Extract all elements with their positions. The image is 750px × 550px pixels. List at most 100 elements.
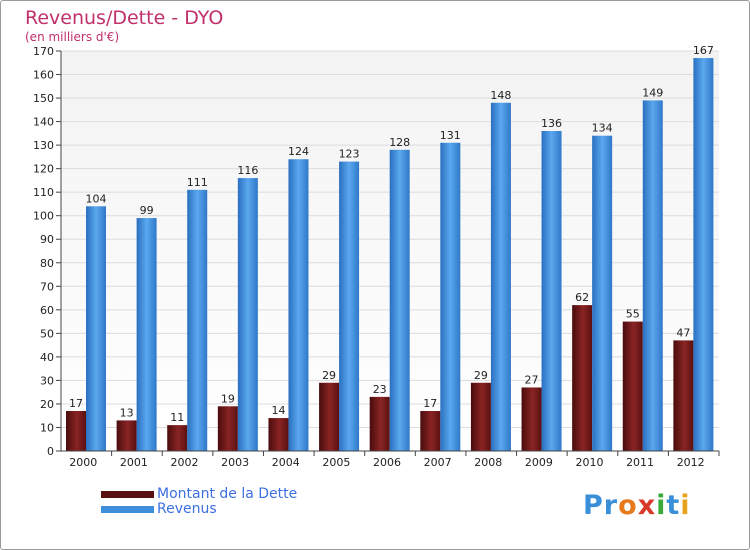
x-tick-label: 2000 xyxy=(69,456,97,469)
y-tick-label: 120 xyxy=(33,163,54,176)
logo-letter: r xyxy=(603,490,619,521)
bar-revenus xyxy=(237,178,258,451)
data-label: 29 xyxy=(474,369,488,382)
bar-dette xyxy=(622,321,643,451)
logo-letter: i xyxy=(680,490,691,521)
bar-revenus xyxy=(541,131,562,451)
x-tick-label: 2008 xyxy=(474,456,502,469)
x-tick-label: 2002 xyxy=(171,456,199,469)
bar-revenus xyxy=(693,58,714,451)
y-tick-label: 110 xyxy=(33,186,54,199)
data-label: 123 xyxy=(339,148,360,161)
proxiti-logo: Proxiti xyxy=(583,490,691,521)
y-tick-label: 130 xyxy=(33,139,54,152)
bar-dette xyxy=(420,411,441,451)
bar-dette xyxy=(319,382,340,451)
data-label: 19 xyxy=(221,392,235,405)
logo-letter: i xyxy=(656,490,667,521)
data-label: 27 xyxy=(525,373,539,386)
y-tick-label: 50 xyxy=(40,327,54,340)
y-tick-label: 30 xyxy=(40,374,54,387)
x-tick-label: 2012 xyxy=(677,456,705,469)
legend-swatch-revenus xyxy=(101,506,154,513)
data-label: 104 xyxy=(86,192,107,205)
y-tick-label: 10 xyxy=(40,421,54,434)
y-tick-label: 60 xyxy=(40,304,54,317)
logo-letter: o xyxy=(618,490,638,521)
data-label: 134 xyxy=(592,122,613,135)
y-tick-label: 160 xyxy=(33,69,54,82)
x-tick-label: 2011 xyxy=(626,456,654,469)
legend-label-debt: Montant de la Dette xyxy=(157,486,298,502)
x-axis: 2000 2001 2002 2003 2004 2005 2006 2007 2008 2009… xyxy=(61,450,720,469)
data-label: 62 xyxy=(575,291,589,304)
bar-dette xyxy=(268,418,289,451)
bar-revenus xyxy=(86,206,106,451)
bar-revenus xyxy=(389,149,410,451)
data-label: 116 xyxy=(237,164,258,177)
bar-dette xyxy=(673,340,694,451)
bar-revenus xyxy=(592,135,613,452)
bars: 1710413991111119116141242912323128171312… xyxy=(66,44,714,452)
data-label: 14 xyxy=(271,404,285,417)
bar-revenus xyxy=(187,189,208,451)
data-label: 136 xyxy=(541,117,562,130)
data-label: 128 xyxy=(389,136,410,149)
y-tick-label: 100 xyxy=(33,210,54,223)
data-label: 17 xyxy=(69,397,83,410)
data-label: 99 xyxy=(140,204,154,217)
x-tick-label: 2009 xyxy=(525,456,553,469)
y-tick-label: 90 xyxy=(40,233,54,246)
y-tick-label: 140 xyxy=(33,116,54,129)
bar-revenus xyxy=(490,102,511,451)
bar-revenus xyxy=(288,159,309,451)
data-label: 111 xyxy=(187,176,208,189)
bar-revenus xyxy=(339,161,360,451)
data-label: 17 xyxy=(423,397,437,410)
y-tick-label: 170 xyxy=(33,45,54,58)
y-tick-label: 20 xyxy=(40,398,54,411)
chart-title: Revenus/Dette - DYO xyxy=(25,7,224,29)
x-tick-label: 2010 xyxy=(575,456,603,469)
x-tick-label: 2003 xyxy=(221,456,249,469)
bar-dette xyxy=(369,396,390,451)
x-tick-label: 2007 xyxy=(424,456,452,469)
logo-letter: x xyxy=(637,490,657,521)
data-label: 13 xyxy=(120,406,134,419)
data-label: 55 xyxy=(626,308,640,321)
data-label: 124 xyxy=(288,145,309,158)
bar-dette xyxy=(572,305,593,451)
bar-dette xyxy=(217,406,238,451)
bar-dette xyxy=(470,382,491,451)
bar-revenus xyxy=(642,100,663,451)
data-label: 167 xyxy=(693,44,714,57)
x-tick-label: 2001 xyxy=(120,456,148,469)
logo-letter: t xyxy=(666,490,681,521)
legend-swatch-debt xyxy=(101,491,154,498)
data-label: 148 xyxy=(490,89,511,102)
x-tick-label: 2006 xyxy=(373,456,401,469)
logo-letter: P xyxy=(583,490,604,521)
data-label: 149 xyxy=(642,86,663,99)
legend-label-revenus: Revenus xyxy=(157,501,217,517)
bar-dette xyxy=(116,420,137,451)
bar-dette xyxy=(167,425,188,451)
bar-dette xyxy=(66,411,86,451)
data-label: 131 xyxy=(440,129,461,142)
x-tick-label: 2005 xyxy=(322,456,350,469)
x-tick-label: 2004 xyxy=(272,456,300,469)
bar-revenus xyxy=(440,142,461,451)
y-tick-label: 70 xyxy=(40,280,54,293)
y-axis: 0 10 20 30 40 50 60 70 80 90 100 110 120 130 140 150 160… xyxy=(33,45,62,458)
bar-revenus xyxy=(136,218,157,451)
data-label: 11 xyxy=(170,411,184,424)
data-label: 47 xyxy=(676,326,690,339)
chart-subtitle: (en milliers d'€) xyxy=(25,30,120,44)
data-label: 29 xyxy=(322,369,336,382)
bar-dette xyxy=(521,387,542,451)
y-tick-label: 40 xyxy=(40,351,54,364)
y-tick-label: 150 xyxy=(33,92,54,105)
y-tick-label: 80 xyxy=(40,257,54,270)
